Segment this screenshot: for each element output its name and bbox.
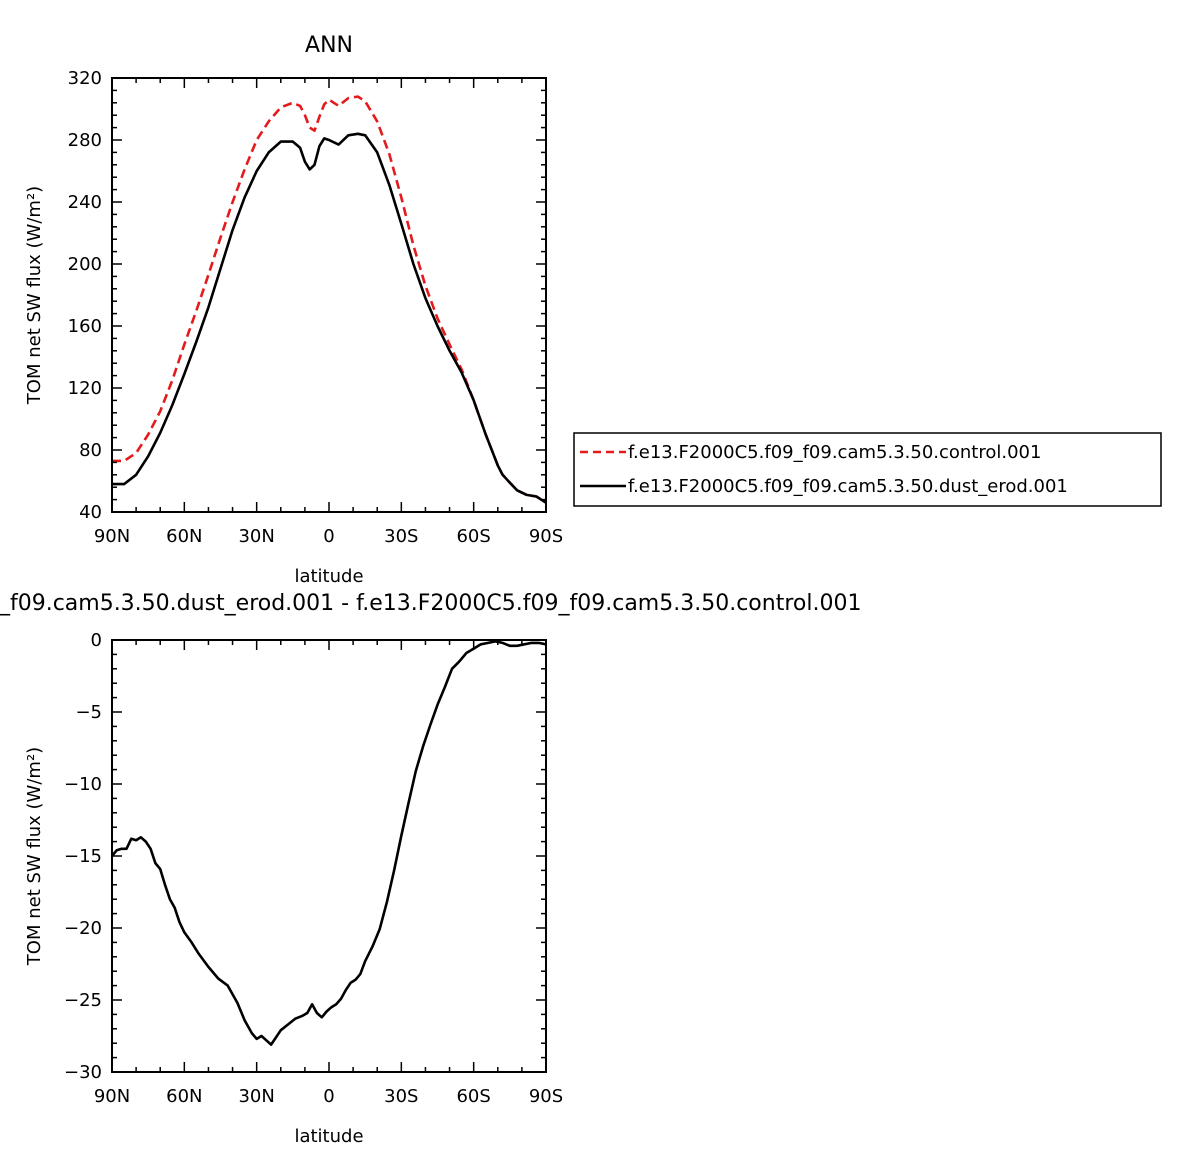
y-tick-label-1-0: 0 — [91, 630, 102, 651]
top-x-axis-label: latitude — [294, 566, 363, 587]
y-tick-label-1-4: −20 — [64, 918, 102, 939]
x-tick-label-0-3: 0 — [323, 526, 334, 547]
panel-bottom: f.e13.F2000C5.f09_f09.cam5.3.50.dust_ero… — [0, 591, 861, 1147]
y-tick-label-0-3: 160 — [68, 316, 102, 337]
panel-top: ANN 90N 60N 30N 0 30S 60S 90S 40 80 120 160 200 240 2… — [24, 33, 563, 587]
x-tick-label-1-1: 60N — [166, 1086, 202, 1107]
x-tick-label-0-4: 30S — [384, 526, 418, 547]
x-tick-label-0-0: 90N — [94, 526, 130, 547]
top-series-group — [112, 95, 547, 504]
y-tick-label-1-2: −10 — [64, 774, 102, 795]
top-y-axis-label: TOM net SW flux (W/m²) — [24, 186, 45, 405]
x-tick-label-0-1: 60N — [166, 526, 202, 547]
y-tick-label-0-6: 280 — [68, 130, 102, 151]
y-tick-label-1-6: −30 — [64, 1062, 102, 1083]
bottom-y-axis-label: TOM net SW flux (W/m²) — [24, 747, 45, 966]
legend-label-dust-erod: f.e13.F2000C5.f09_f09.cam5.3.50.dust_ero… — [628, 476, 1068, 497]
x-tick-label-0-5: 60S — [456, 526, 490, 547]
top-ticks-group: 90N 60N 30N 0 30S 60S 90S 40 80 120 160 200 240 280 32… — [68, 68, 564, 547]
series-line-0-1 — [112, 132, 547, 504]
x-tick-label-1-6: 90S — [529, 1086, 563, 1107]
legend-box — [573, 432, 1162, 507]
y-tick-label-0-7: 320 — [68, 68, 102, 89]
x-tick-label-0-2: 30N — [238, 526, 274, 547]
y-tick-label-0-1: 80 — [79, 440, 102, 461]
legend-label-control: f.e13.F2000C5.f09_f09.cam5.3.50.control.… — [628, 442, 1041, 463]
bottom-plot-frame — [111, 639, 547, 1073]
top-chart-title: ANN — [305, 33, 353, 58]
y-tick-label-1-1: −5 — [75, 702, 102, 723]
y-tick-label-0-4: 200 — [68, 254, 102, 275]
x-tick-label-1-2: 30N — [238, 1086, 274, 1107]
legend: f.e13.F2000C5.f09_f09.cam5.3.50.control.… — [573, 432, 1162, 507]
bottom-ticks-group: 90N 60N 30N 0 30S 60S 90S 0 −5 −10 −15 −20 −25 −30 — [64, 630, 563, 1107]
x-tick-label-1-0: 90N — [94, 1086, 130, 1107]
bottom-series-group — [110, 640, 547, 1046]
y-tick-label-0-0: 40 — [79, 502, 102, 523]
top-plot-frame — [111, 77, 547, 513]
x-tick-label-1-3: 0 — [323, 1086, 334, 1107]
y-tick-label-1-5: −25 — [64, 990, 102, 1011]
y-tick-label-0-5: 240 — [68, 192, 102, 213]
x-tick-label-1-4: 30S — [384, 1086, 418, 1107]
y-tick-label-1-3: −15 — [64, 846, 102, 867]
series-line-1-0 — [110, 640, 547, 1046]
x-tick-label-0-6: 90S — [529, 526, 563, 547]
bottom-x-axis-label: latitude — [294, 1126, 363, 1147]
x-tick-label-1-5: 60S — [456, 1086, 490, 1107]
series-line-0-0 — [112, 95, 547, 504]
bottom-chart-title: f.e13.F2000C5.f09_f09.cam5.3.50.dust_ero… — [0, 591, 861, 616]
y-tick-label-0-2: 120 — [68, 378, 102, 399]
